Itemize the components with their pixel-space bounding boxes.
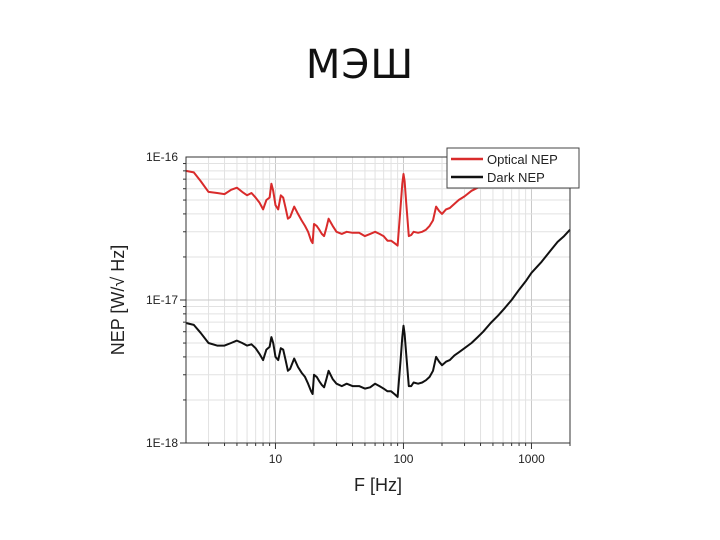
x-tick-label: 1000 xyxy=(518,452,545,466)
legend: Optical NEP Dark NEP xyxy=(446,147,580,189)
y-tick-label: 1E-18 xyxy=(146,436,178,450)
y-tick-label: 1E-16 xyxy=(146,150,178,164)
legend-box xyxy=(446,147,580,189)
x-tick-label: 100 xyxy=(393,452,413,466)
x-tick-label: 10 xyxy=(269,452,283,466)
slide-title: МЭШ xyxy=(305,42,415,88)
tick-layer: 10 100 1000 1E-18 1E-17 1E-16 xyxy=(146,150,571,466)
series-layer xyxy=(185,169,571,398)
legend-label-dark-nep: Dark NEP xyxy=(487,170,545,185)
series-line-dark-nep xyxy=(185,229,571,398)
x-axis-title: F [Hz] xyxy=(354,475,402,495)
series-line-optical-nep xyxy=(185,169,484,247)
y-axis-title: NEP [W/√ Hz] xyxy=(108,245,128,356)
y-tick-label: 1E-17 xyxy=(146,293,178,307)
legend-label-optical-nep: Optical NEP xyxy=(487,152,558,167)
